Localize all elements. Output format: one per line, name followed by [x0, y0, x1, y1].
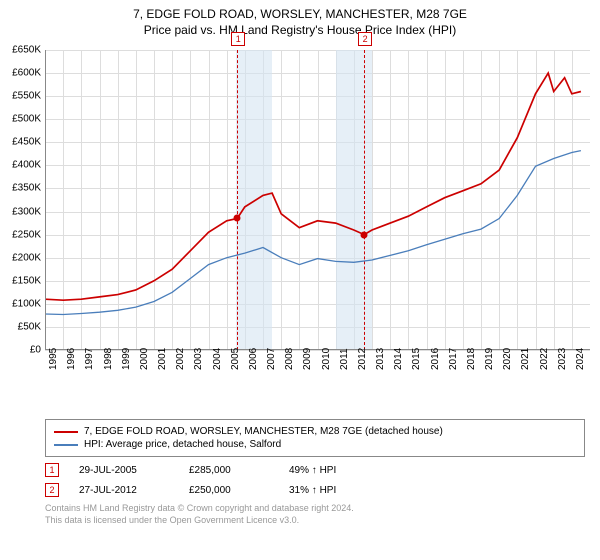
y-tick-label: £650K	[5, 45, 41, 56]
legend-label-property: 7, EDGE FOLD ROAD, WORSLEY, MANCHESTER, …	[84, 426, 443, 437]
y-tick-label: £450K	[5, 137, 41, 148]
sale-date: 27-JUL-2012	[79, 485, 169, 496]
y-tick-label: £150K	[5, 275, 41, 286]
credits: Contains HM Land Registry data © Crown c…	[45, 503, 555, 526]
sales-list: 1 29-JUL-2005 £285,000 49% ↑ HPI 2 27-JU…	[45, 463, 555, 497]
legend-item-hpi: HPI: Average price, detached house, Salf…	[54, 439, 576, 450]
sale-date: 29-JUL-2005	[79, 465, 169, 476]
chart-svg	[45, 50, 590, 350]
y-tick-label: £250K	[5, 229, 41, 240]
sale-price: £285,000	[189, 465, 269, 476]
sale-pct: 31% ↑ HPI	[289, 485, 336, 496]
chart-container: £0 £50K £100K £150K £200K £250K £300K £350K £400…	[5, 45, 595, 415]
y-tick-label: £600K	[5, 68, 41, 79]
y-tick-label: £500K	[5, 114, 41, 125]
legend-label-hpi: HPI: Average price, detached house, Salf…	[84, 439, 281, 450]
sale-marker-1: 1	[45, 463, 59, 477]
legend: 7, EDGE FOLD ROAD, WORSLEY, MANCHESTER, …	[45, 419, 585, 457]
y-tick-label: £100K	[5, 298, 41, 309]
series-line-property	[45, 73, 581, 300]
chart-title: 7, EDGE FOLD ROAD, WORSLEY, MANCHESTER, …	[5, 7, 595, 21]
sale-marker-2: 2	[45, 483, 59, 497]
series-line-hpi	[45, 151, 581, 315]
legend-item-property: 7, EDGE FOLD ROAD, WORSLEY, MANCHESTER, …	[54, 426, 576, 437]
legend-swatch-hpi	[54, 444, 78, 446]
credits-line1: Contains HM Land Registry data © Crown c…	[45, 503, 555, 515]
y-tick-label: £200K	[5, 252, 41, 263]
y-tick-label: £0	[5, 345, 41, 356]
y-tick-label: £400K	[5, 160, 41, 171]
sale-pct: 49% ↑ HPI	[289, 465, 336, 476]
x-tick-label: 2024	[575, 348, 600, 370]
y-tick-label: £50K	[5, 321, 41, 332]
legend-swatch-property	[54, 431, 78, 433]
sale-row: 2 27-JUL-2012 £250,000 31% ↑ HPI	[45, 483, 555, 497]
y-tick-label: £550K	[5, 91, 41, 102]
marker-label: 2	[358, 32, 372, 46]
sale-price: £250,000	[189, 485, 269, 496]
chart-plot-area: 12	[45, 50, 590, 350]
marker-label: 1	[231, 32, 245, 46]
y-tick-label: £300K	[5, 206, 41, 217]
credits-line2: This data is licensed under the Open Gov…	[45, 515, 555, 527]
y-tick-label: £350K	[5, 183, 41, 194]
y-axis-line	[45, 50, 46, 350]
sale-row: 1 29-JUL-2005 £285,000 49% ↑ HPI	[45, 463, 555, 477]
chart-subtitle: Price paid vs. HM Land Registry's House …	[5, 23, 595, 37]
